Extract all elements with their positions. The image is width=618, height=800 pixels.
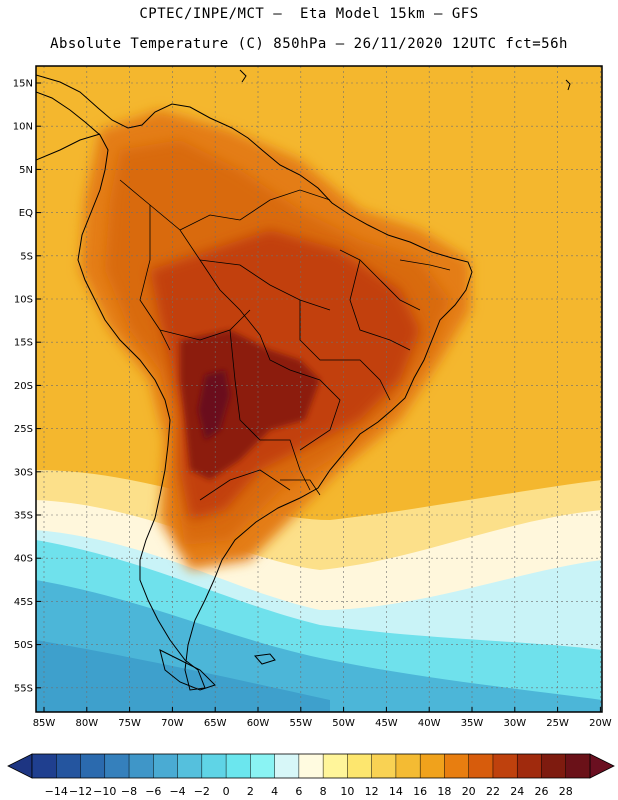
island-east [565, 79, 571, 91]
lon-label: 75W [118, 718, 141, 729]
colorbar-frame [31, 753, 591, 779]
lon-label: 45W [375, 718, 398, 729]
island-north [239, 69, 247, 83]
lon-label: 85W [33, 718, 56, 729]
colorbar-low-arrow [7, 753, 33, 779]
colorbar-label: −10 [93, 785, 116, 798]
colorbar-label: 20 [462, 785, 476, 798]
lat-label: 50S [14, 640, 33, 651]
colorbar-swatch [129, 754, 154, 778]
lon-label: 80W [75, 718, 98, 729]
colorbar-swatch [492, 754, 518, 778]
latitude-axis: 15N 10N 5N EQ 5S 10S 15S 20S 25S 30S 35S 40S 45S 50S 5… [13, 79, 41, 694]
lon-label: 40W [418, 718, 441, 729]
lat-label: 55S [14, 683, 33, 694]
colorbar-label: 14 [389, 785, 403, 798]
colorbar-label: 2 [247, 785, 254, 798]
lat-label: 20S [14, 381, 33, 392]
lon-label: 50W [332, 718, 355, 729]
colorbar-label: −12 [69, 785, 92, 798]
band-blue-region [36, 640, 330, 712]
lon-label: 35W [461, 718, 484, 729]
colorbar-swatch [274, 754, 300, 778]
colorbar-label: −4 [169, 785, 185, 798]
colorbar-swatch [371, 754, 397, 778]
colorbar-swatch [104, 754, 130, 778]
colorbar: −14 −12 −10 −8 −6 −4 −2 0 2 4 6 8 10 12 14 16 18 20 22 24 26… [7, 753, 615, 798]
colorbar-swatch [250, 754, 275, 778]
colorbar-label: −2 [194, 785, 210, 798]
colorbar-label: 28 [559, 785, 573, 798]
falklands [254, 653, 276, 665]
coastlines [36, 69, 571, 691]
colorbar-swatch [444, 754, 469, 778]
lat-label: 10N [13, 122, 33, 133]
colorbar-label: 24 [510, 785, 524, 798]
colorbar-label: 0 [223, 785, 230, 798]
lon-label: 25W [546, 718, 569, 729]
lat-label: 35S [14, 511, 33, 522]
colorbar-swatch [541, 754, 567, 778]
colorbar-swatch [323, 754, 348, 778]
lat-label: 5N [19, 165, 33, 176]
temperature-field [36, 66, 602, 712]
colorbar-swatch [420, 754, 445, 778]
lon-label: 70W [161, 718, 184, 729]
lat-label: 45S [14, 597, 33, 608]
colorbar-swatch [80, 754, 106, 778]
country-borders [119, 179, 451, 501]
map-frame [35, 65, 603, 713]
lat-label: 40S [14, 554, 33, 565]
colorbar-swatch [201, 754, 227, 778]
colorbar-label: 16 [413, 785, 427, 798]
lat-label: 15S [14, 338, 33, 349]
colorbar-label: −14 [45, 785, 68, 798]
tierra-del-fuego [159, 649, 216, 691]
title-line-1: CPTEC/INPE/MCT – Eta Model 15km – GFS [139, 6, 479, 22]
colorbar-swatch [565, 754, 591, 778]
colorbar-label: 4 [271, 785, 278, 798]
colorbar-swatch [298, 754, 324, 778]
lat-label: 25S [14, 424, 33, 435]
colorbar-label: 8 [320, 785, 327, 798]
colorbar-label: 12 [365, 785, 379, 798]
colorbar-swatch [226, 754, 251, 778]
colorbar-swatch [32, 754, 57, 778]
colorbar-label: 10 [340, 785, 354, 798]
longitude-axis: 85W 80W 75W 70W 65W 60W 55W 50W 45W 40W 35W 30W 25W 2… [33, 707, 612, 729]
lon-label: 65W [204, 718, 227, 729]
land-peak-region [198, 370, 230, 440]
colorbar-label: −6 [145, 785, 161, 798]
colorbar-label: 6 [295, 785, 302, 798]
colorbar-swatch [56, 754, 81, 778]
colorbar-label: −8 [121, 785, 137, 798]
lat-label: 15N [13, 79, 33, 90]
colorbar-swatch [347, 754, 372, 778]
lon-label: 55W [289, 718, 312, 729]
colorbar-swatch [395, 754, 421, 778]
colorbar-high-arrow [589, 753, 615, 779]
lat-label: EQ [19, 208, 33, 219]
colorbar-swatch [517, 754, 542, 778]
lat-label: 30S [14, 467, 33, 478]
lat-label: 10S [14, 295, 33, 306]
south-america-coastline [36, 74, 473, 691]
title-line-2: Absolute Temperature (C) 850hPa – 26/11/… [50, 36, 568, 52]
lat-label: 5S [20, 251, 33, 262]
colorbar-swatch [468, 754, 494, 778]
colorbar-swatch [153, 754, 178, 778]
lon-label: 20W [589, 718, 612, 729]
colorbar-swatch [177, 754, 203, 778]
lon-label: 60W [247, 718, 270, 729]
lon-label: 30W [503, 718, 526, 729]
caribbean-coast [36, 133, 101, 161]
colorbar-label: 22 [486, 785, 500, 798]
colorbar-label: 18 [437, 785, 451, 798]
colorbar-label: 26 [534, 785, 548, 798]
graticule [36, 66, 602, 712]
